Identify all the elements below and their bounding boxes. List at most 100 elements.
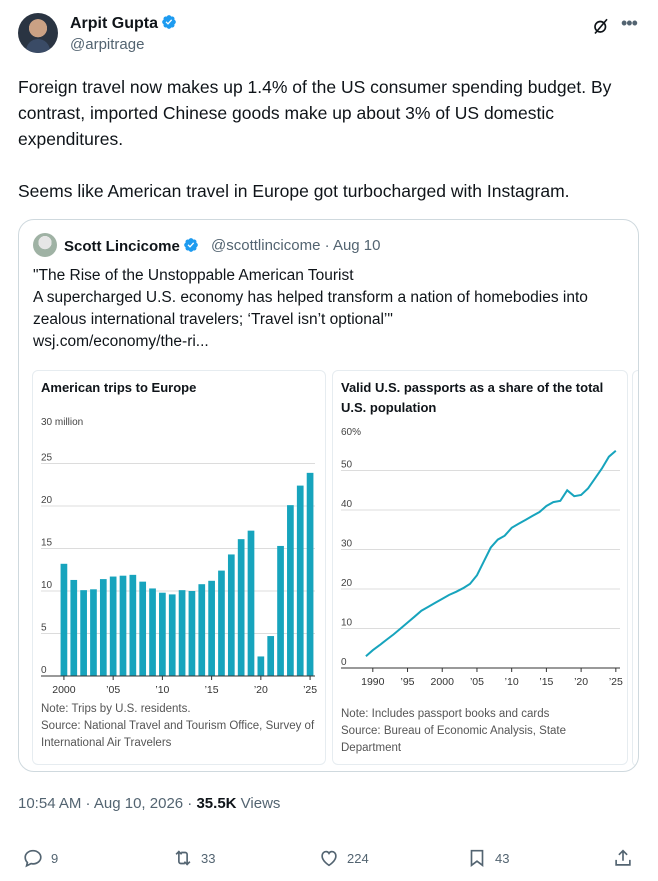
x-tick-label: ’25: [609, 676, 623, 688]
y-tick-label: 50: [341, 460, 353, 471]
views-label: Views: [236, 795, 281, 812]
reply-count: 9: [51, 850, 59, 866]
quoted-post-text: "The Rise of the Unstoppable American To…: [33, 265, 633, 353]
quoted-post[interactable]: Scott Lincicome @scottlincicome · Aug 10…: [18, 219, 639, 772]
like-count: 224: [347, 850, 369, 866]
x-tick-label: ’95: [401, 676, 415, 688]
bookmark-count: 43: [495, 850, 510, 866]
chart-source-text: Source: National Travel and Tourism Offi…: [41, 720, 315, 749]
x-tick-label: ’25: [303, 684, 317, 696]
quoted-author-avatar[interactable]: [33, 233, 57, 257]
quoted-text-line: "The Rise of the Unstoppable American To…: [33, 267, 354, 284]
chart-note-text: Note: Includes passport books and cards: [341, 708, 550, 720]
post-timestamp[interactable]: 10:54 AM · Aug 10, 2026 ·: [18, 795, 197, 812]
chart-note: Note: Includes passport books and cards …: [341, 706, 623, 757]
bar: [119, 575, 127, 676]
bar: [80, 590, 87, 676]
y-tick-label: 25: [41, 453, 53, 464]
y-tick-label: 10: [41, 580, 53, 591]
bar: [277, 545, 284, 676]
quoted-author-name[interactable]: Scott Lincicome: [64, 238, 180, 255]
x-tick-label: ’15: [205, 684, 219, 696]
bar: [306, 472, 314, 676]
bar: [198, 584, 206, 676]
bar: [237, 539, 245, 676]
bar: [218, 570, 225, 676]
verified-badge-icon: [184, 238, 198, 252]
share-button[interactable]: [612, 847, 634, 869]
chart-title: Valid U.S. passports as a share of the t…: [341, 380, 604, 415]
y-unit-label: 30 million: [41, 417, 83, 428]
x-tick-label: ’10: [155, 684, 169, 696]
x-tick-label: ’05: [470, 676, 484, 688]
y-tick-label: 0: [341, 657, 347, 668]
chart-title: American trips to Europe: [41, 380, 197, 395]
quoted-link[interactable]: wsj.com/economy/the-ri...: [33, 333, 209, 350]
bar: [208, 580, 215, 676]
bar-chart-plot: 30 million 0 5 10 15 20 25 2000 ’05 ’10 ’15 ’20 ’25: [41, 417, 317, 696]
bar: [149, 588, 156, 676]
bar: [90, 589, 97, 676]
bar: [257, 656, 265, 676]
chart-note: Note: Trips by U.S. residents. Source: N…: [41, 701, 323, 752]
share-icon: [615, 849, 631, 866]
passport-share-line: [365, 450, 617, 657]
more-icon[interactable]: •••: [621, 13, 638, 33]
y-tick-label: 30: [341, 539, 353, 550]
repost-button[interactable]: 33: [172, 847, 215, 869]
quoted-author-handle-row[interactable]: @scottlincicome · Aug 10: [211, 237, 381, 254]
chart-passports[interactable]: Valid U.S. passports as a share of the t…: [332, 370, 628, 765]
y-tick-label: 40: [341, 499, 353, 510]
y-tick-label: 20: [341, 578, 353, 589]
x-tick-label: 2000: [52, 684, 76, 696]
post-meta: 10:54 AM · Aug 10, 2026 · 35.5K Views: [18, 795, 280, 812]
bar: [159, 592, 166, 676]
x-tick-label: ’05: [106, 684, 120, 696]
like-button[interactable]: 224: [318, 847, 369, 869]
quoted-author-handle[interactable]: @scottlincicome: [211, 237, 321, 254]
chart-trips-europe[interactable]: American trips to Europe 30 million 0 5 10 1…: [32, 370, 326, 765]
quoted-post-date[interactable]: · Aug 10: [324, 237, 381, 254]
author-name[interactable]: Arpit Gupta: [70, 15, 158, 32]
quoted-text-line: zealous international travelers; ‘Travel…: [33, 311, 393, 328]
y-tick-label: 0: [41, 665, 47, 676]
bar: [109, 576, 117, 676]
y-tick-label: 10: [341, 618, 353, 629]
bar: [227, 554, 235, 676]
reply-icon: [24, 849, 42, 868]
bar: [247, 530, 255, 676]
repost-count: 33: [201, 850, 216, 866]
line-chart-plot: 60% 0 10 20 30 40 50 1990 ’95 2000 ’05 ’10 ’15 ’20 ’25: [341, 427, 623, 688]
bookmark-button[interactable]: 43: [466, 847, 509, 869]
x-tick-label: ’20: [254, 684, 268, 696]
bar: [99, 579, 107, 676]
y-tick-label: 15: [41, 538, 53, 549]
bar: [139, 581, 147, 676]
views-count: 35.5K: [196, 795, 237, 812]
x-tick-label: ’10: [505, 676, 519, 688]
author-handle[interactable]: @arpitrage: [70, 36, 145, 53]
quoted-text-line: A supercharged U.S. economy has helped t…: [33, 289, 588, 306]
y-tick-label: 20: [41, 495, 53, 506]
x-tick-label: ’15: [539, 676, 553, 688]
bar: [129, 574, 137, 676]
x-tick-label: ’20: [574, 676, 588, 688]
author-avatar[interactable]: [18, 13, 58, 53]
bar: [188, 591, 196, 676]
x-tick-label: 1990: [361, 676, 385, 688]
repost-icon: [175, 850, 191, 866]
bar: [168, 594, 176, 676]
y-tick-label: 5: [41, 623, 47, 634]
bar: [60, 563, 68, 676]
reply-button[interactable]: 9: [22, 847, 58, 869]
x-tick-label: 2000: [431, 676, 455, 688]
chart-source-text: Source: Bureau of Economic Analysis, Sta…: [341, 725, 567, 754]
like-icon: [321, 850, 337, 867]
author-name-row[interactable]: Arpit Gupta: [70, 14, 177, 33]
next-chart-peek[interactable]: [632, 370, 638, 767]
action-bar: 9 33 224 43: [0, 847, 658, 877]
bar: [70, 579, 78, 676]
grok-icon[interactable]: [592, 17, 610, 35]
quoted-author-name-row[interactable]: Scott Lincicome: [64, 237, 199, 255]
verified-badge-icon: [162, 15, 176, 29]
